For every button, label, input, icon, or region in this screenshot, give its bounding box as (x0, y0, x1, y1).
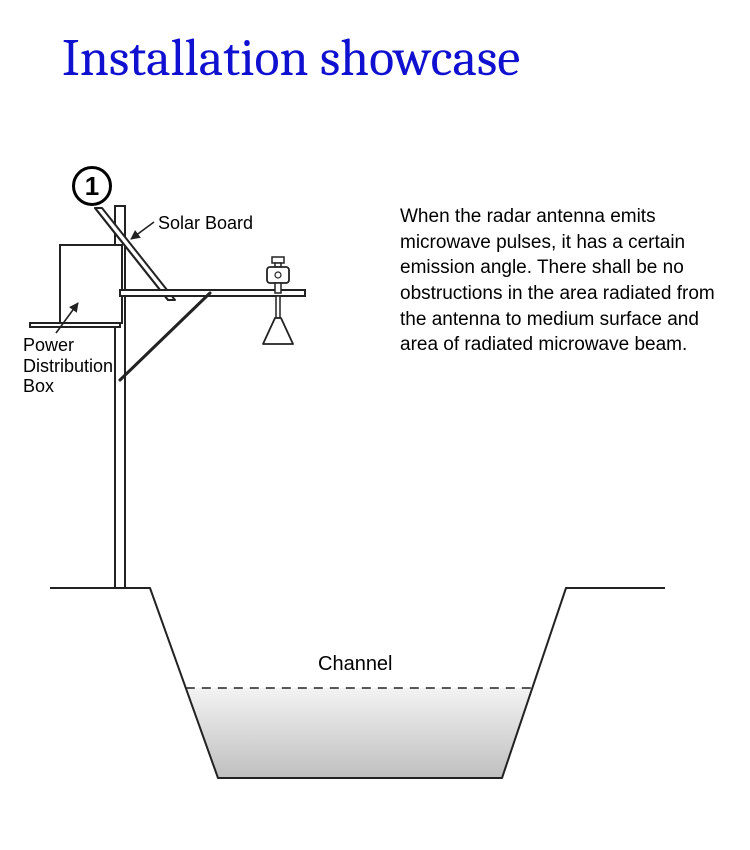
installation-diagram (0, 0, 750, 850)
